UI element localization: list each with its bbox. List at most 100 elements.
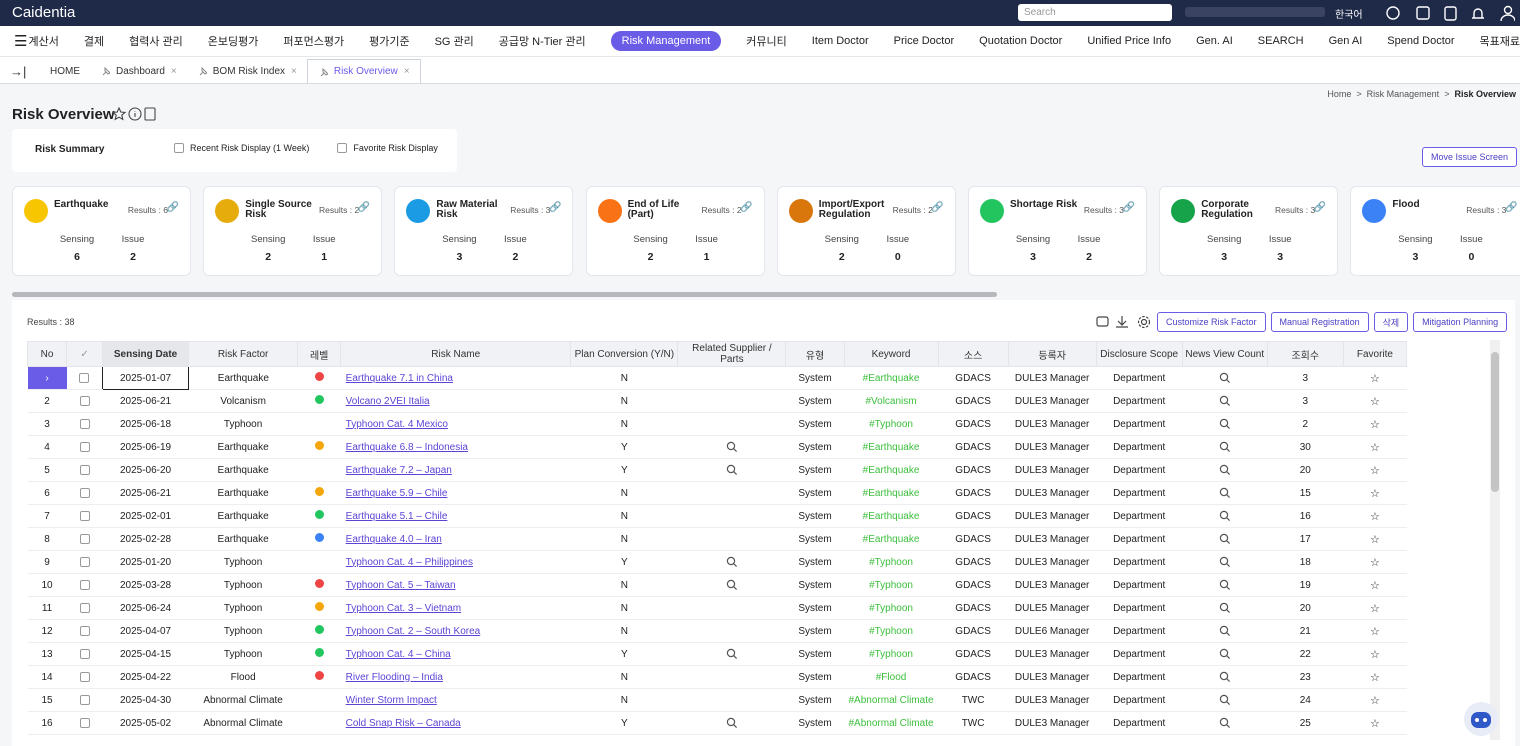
column-header[interactable]: Disclosure Scope [1096,342,1182,367]
nav-item[interactable]: Price Doctor [894,35,955,47]
checkbox[interactable] [80,511,90,521]
favorite[interactable]: ☆ [1343,436,1406,459]
favorite[interactable]: ☆ [1343,597,1406,620]
nav-item[interactable]: 온보딩평가 [208,33,259,49]
news-view[interactable] [1182,666,1267,689]
checkbox[interactable] [80,626,90,636]
risk-name[interactable]: Typhoon Cat. 4 Mexico [341,413,571,436]
checkbox[interactable] [80,672,90,682]
table-row[interactable]: 102025-03-28TyphoonTyphoon Cat. 5 – Taiw… [28,574,1407,597]
language-select[interactable]: 한국어 [1335,6,1363,21]
risk-card[interactable]: Corporate RegulationResults : 3🔗Sensing3… [1159,186,1338,276]
link-icon[interactable]: 🔗 [358,202,370,213]
favorite[interactable]: ☆ [1343,712,1406,735]
tab[interactable]: HOME [40,59,90,83]
favorite[interactable]: ☆ [1343,367,1406,390]
nav-item[interactable]: 협력사 관리 [129,33,183,49]
nav-item[interactable]: Quotation Doctor [979,35,1062,47]
nav-item[interactable]: Gen. AI [1196,35,1233,47]
link-icon[interactable]: 🔗 [740,202,752,213]
table-row[interactable]: 152025-04-30Abnormal ClimateWinter Storm… [28,689,1407,712]
logo[interactable]: Caidentia [12,4,75,21]
breadcrumb-item[interactable]: Risk Overview [1454,89,1516,99]
column-header[interactable]: 등록자 [1008,342,1096,367]
table-row[interactable]: 162025-05-02Abnormal ClimateCold Snap Ri… [28,712,1407,735]
table-row[interactable]: 122025-04-07TyphoonTyphoon Cat. 2 – Sout… [28,620,1407,643]
favorite[interactable]: ☆ [1343,643,1406,666]
news-view[interactable] [1182,643,1267,666]
table-row[interactable]: 72025-02-01EarthquakeEarthquake 5.1 – Ch… [28,505,1407,528]
menu-icon[interactable]: ☰ [14,32,27,50]
favorite[interactable]: ☆ [1343,482,1406,505]
column-header[interactable]: 유형 [786,342,844,367]
chatbot-button[interactable] [1462,700,1500,738]
favorite[interactable]: ☆ [1343,666,1406,689]
table-row[interactable]: 22025-06-21VolcanismVolcano 2VEI ItaliaN… [28,390,1407,413]
table-row[interactable]: ›2025-01-07EarthquakeEarthquake 7.1 in C… [28,367,1407,390]
table-row[interactable]: 32025-06-18TyphoonTyphoon Cat. 4 MexicoN… [28,413,1407,436]
column-header[interactable]: No [28,342,67,367]
table-row[interactable]: 92025-01-20TyphoonTyphoon Cat. 4 – Phili… [28,551,1407,574]
table-button[interactable]: Mitigation Planning [1413,312,1507,332]
news-view[interactable] [1182,482,1267,505]
risk-name[interactable]: Winter Storm Impact [341,689,571,712]
tab[interactable]: Dashboard× [90,59,187,83]
tab-close[interactable]: × [404,66,410,77]
checkbox[interactable] [337,143,347,153]
column-header[interactable]: Risk Name [341,342,571,367]
nav-item[interactable]: 커뮤니티 [746,33,786,49]
table-button[interactable]: Manual Registration [1271,312,1369,332]
nav-item[interactable]: SG 관리 [435,33,474,49]
link-icon[interactable]: 🔗 [1314,202,1326,213]
risk-name[interactable]: Typhoon Cat. 4 – China [341,643,571,666]
table-button[interactable]: 삭제 [1374,312,1409,332]
favorite[interactable]: ☆ [1343,551,1406,574]
checkbox[interactable] [80,465,90,475]
title-icons[interactable] [112,107,160,121]
risk-card[interactable]: Single Source RiskResults : 2🔗Sensing2Is… [203,186,382,276]
risk-name[interactable]: Volcano 2VEI Italia [341,390,571,413]
header-icons[interactable] [1385,3,1515,23]
checkbox[interactable] [80,557,90,567]
column-header[interactable]: Sensing Date [103,342,189,367]
risk-name[interactable]: Cold Snap Risk – Canada [341,712,571,735]
table-row[interactable]: 82025-02-28EarthquakeEarthquake 4.0 – Ir… [28,528,1407,551]
column-header[interactable]: 소스 [938,342,1008,367]
favorite[interactable]: ☆ [1343,390,1406,413]
risk-name[interactable]: Typhoon Cat. 3 – Vietnam [341,597,571,620]
tab[interactable]: BOM Risk Index× [187,59,307,83]
favorite[interactable]: ☆ [1343,574,1406,597]
risk-name[interactable]: Earthquake 4.0 – Iran [341,528,571,551]
risk-card[interactable]: Import/Export RegulationResults : 2🔗Sens… [777,186,956,276]
news-view[interactable] [1182,597,1267,620]
news-view[interactable] [1182,574,1267,597]
nav-item[interactable]: Gen AI [1329,35,1363,47]
tab-close[interactable]: × [171,66,177,77]
column-header[interactable]: Plan Conversion (Y/N) [571,342,678,367]
nav-item[interactable]: Risk Management [611,31,722,51]
cards-scrollbar[interactable] [12,292,997,297]
nav-item[interactable]: 퍼포먼스평가 [283,33,344,49]
favorite[interactable]: ☆ [1343,620,1406,643]
related-parts[interactable] [678,643,786,666]
related-parts[interactable] [678,459,786,482]
table-row[interactable]: 142025-04-22FloodRiver Flooding – IndiaN… [28,666,1407,689]
news-view[interactable] [1182,413,1267,436]
risk-card[interactable]: Shortage RiskResults : 3🔗Sensing3Issue2 [968,186,1147,276]
summary-option[interactable]: Recent Risk Display (1 Week) [174,143,309,153]
related-parts[interactable] [678,436,786,459]
related-parts[interactable] [678,551,786,574]
nav-item[interactable]: 공급망 N-Tier 관리 [499,33,586,49]
collapse-icon[interactable]: →| [0,59,40,83]
table-row[interactable]: 112025-06-24TyphoonTyphoon Cat. 3 – Viet… [28,597,1407,620]
risk-name[interactable]: Earthquake 5.1 – Chile [341,505,571,528]
risk-name[interactable]: Typhoon Cat. 4 – Philippines [341,551,571,574]
table-button[interactable]: Customize Risk Factor [1157,312,1266,332]
checkbox[interactable] [80,603,90,613]
news-view[interactable] [1182,689,1267,712]
favorite[interactable]: ☆ [1343,689,1406,712]
risk-card[interactable]: EarthquakeResults : 6🔗Sensing6Issue2 [12,186,191,276]
news-view[interactable] [1182,551,1267,574]
table-tools[interactable] [1095,314,1165,330]
news-view[interactable] [1182,505,1267,528]
